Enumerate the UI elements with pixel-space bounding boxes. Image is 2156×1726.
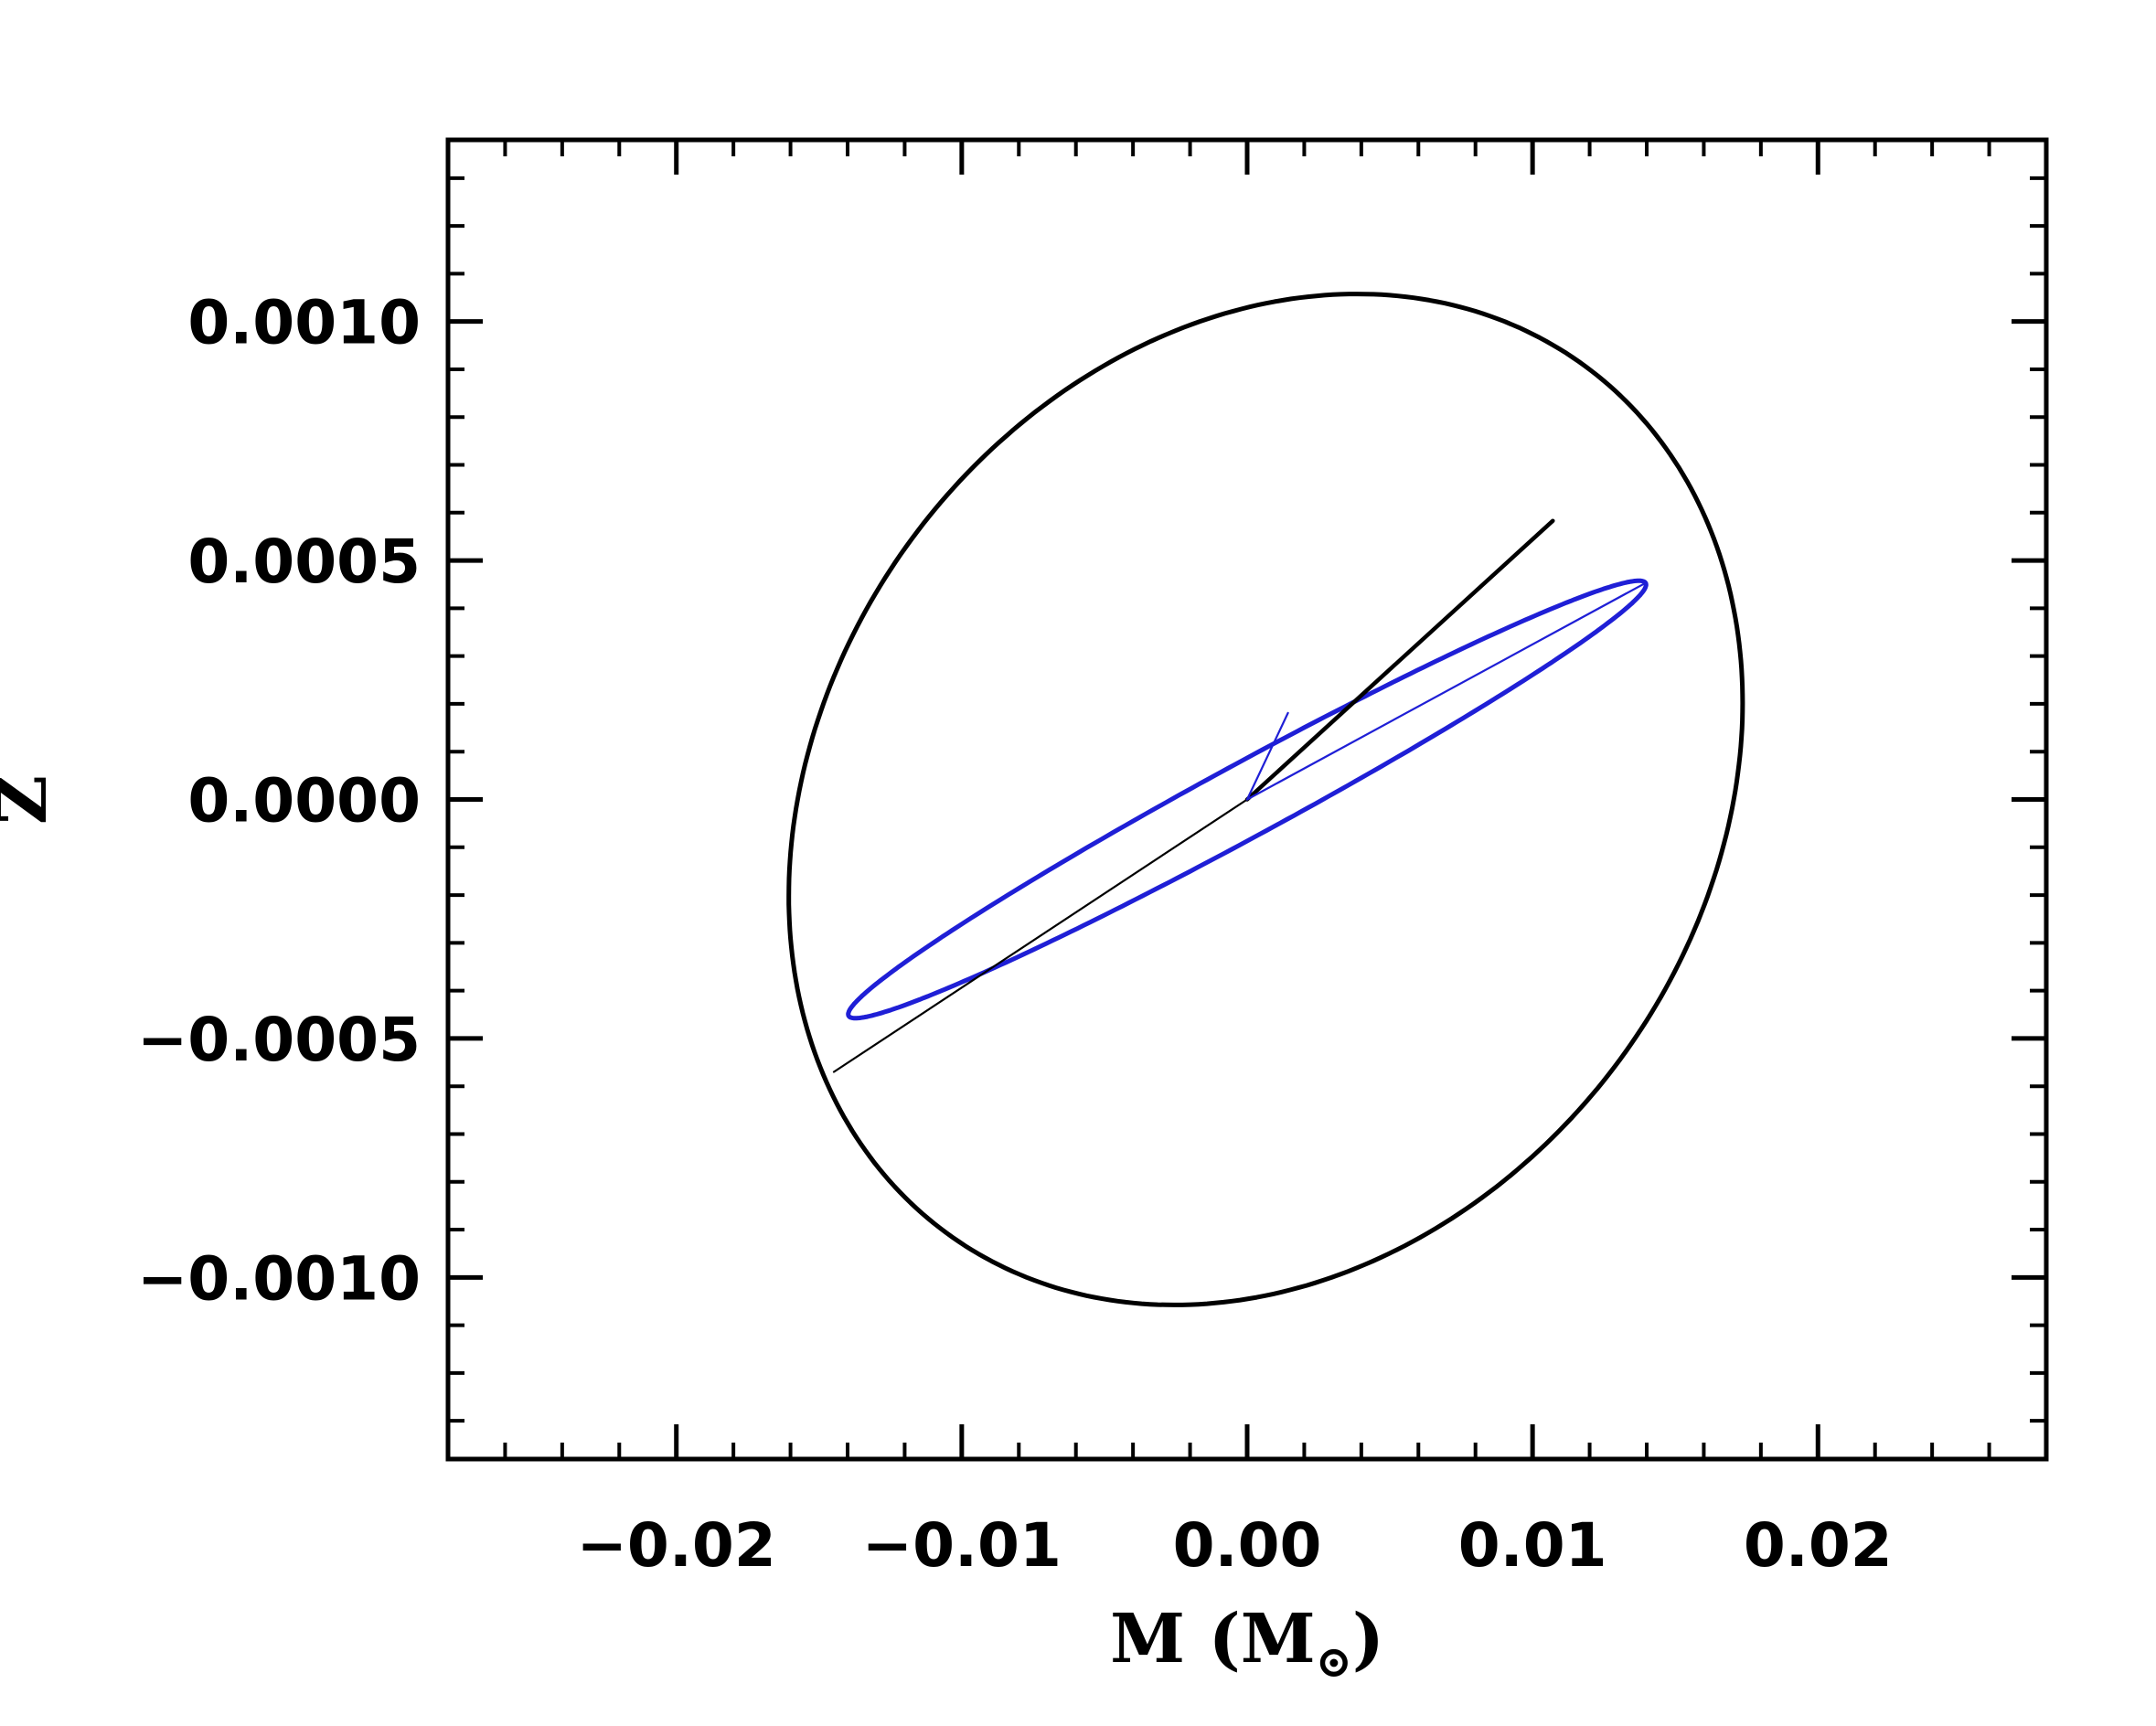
- y-tick-label: 0.0010: [187, 288, 421, 358]
- x-tick-label: −0.02: [577, 1510, 776, 1581]
- black-ellipse: [786, 292, 1745, 1307]
- x-tick-label: 0.00: [1173, 1510, 1322, 1581]
- y-tick-label: 0.0000: [187, 766, 421, 836]
- y-tick-label: −0.0005: [137, 1005, 421, 1075]
- black-axis-segment: [832, 798, 1249, 1073]
- y-tick-labels: 0.0010 0.0005 0.0000 −0.0005 −0.0010: [137, 288, 421, 1315]
- y-tick-label: 0.0005: [187, 527, 421, 597]
- blue-axis-segment: [1245, 711, 1289, 801]
- plot-frame: [445, 137, 2049, 1462]
- x-tick-label: −0.01: [862, 1510, 1062, 1581]
- blue-axis-segment: [1245, 581, 1647, 801]
- plot-marks: [786, 292, 1745, 1307]
- y-tick-label: −0.0010: [137, 1243, 421, 1314]
- y-axis-label: Z: [0, 775, 62, 825]
- blue-ellipse: [846, 578, 1649, 1021]
- x-tick-labels: −0.02 −0.01 0.00 0.01 0.02: [577, 1510, 1893, 1581]
- axis-ticks: [446, 140, 2048, 1459]
- black-axis-segment: [1244, 518, 1555, 802]
- x-axis-label: M (M⊙): [1110, 1600, 1384, 1688]
- x-tick-label: 0.01: [1458, 1510, 1607, 1581]
- x-tick-label: 0.02: [1744, 1510, 1893, 1581]
